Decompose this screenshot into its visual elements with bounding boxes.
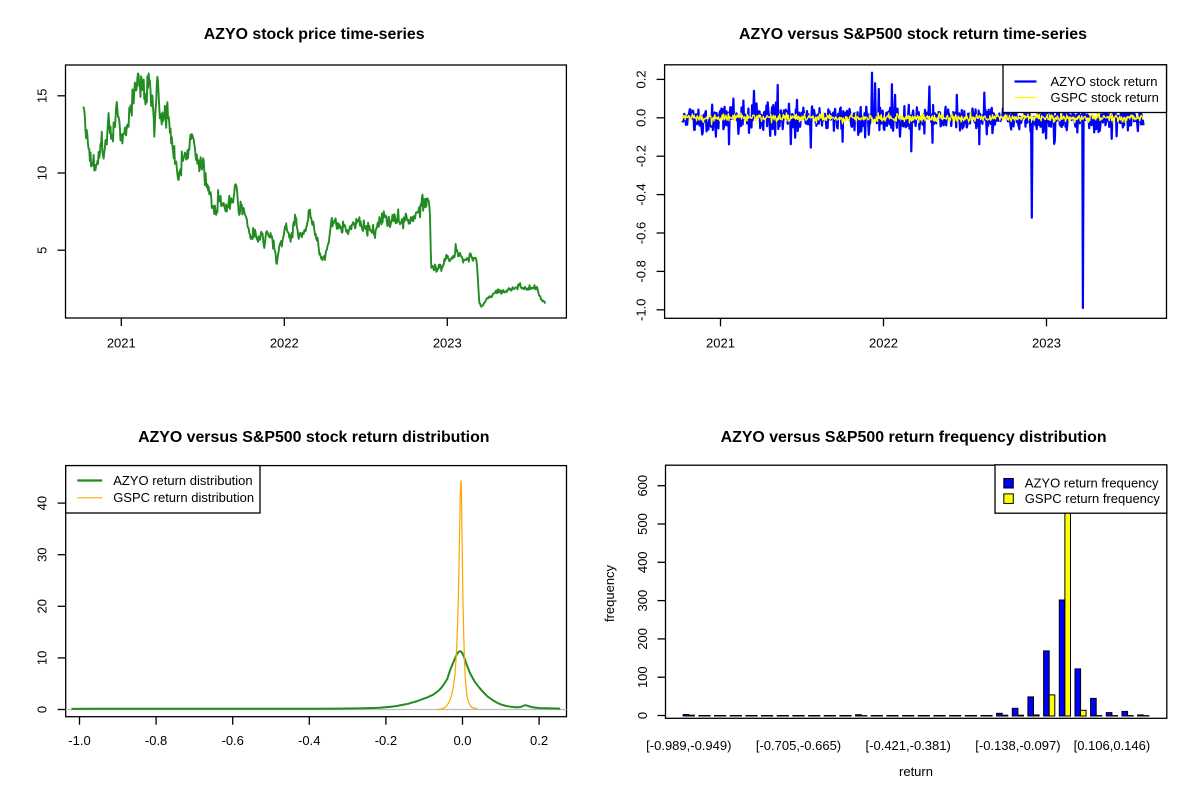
- svg-text:-0.6: -0.6: [634, 222, 649, 244]
- svg-text:[-0.705,-0.665): [-0.705,-0.665): [756, 738, 841, 753]
- svg-text:5: 5: [35, 247, 50, 254]
- svg-text:10: 10: [35, 651, 50, 665]
- svg-text:[-0.138,-0.097): [-0.138,-0.097): [975, 738, 1060, 753]
- svg-text:30: 30: [35, 547, 50, 561]
- svg-text:AZYO stock price time-series: AZYO stock price time-series: [204, 26, 425, 43]
- svg-text:AZYO versus S&P500 stock retur: AZYO versus S&P500 stock return distribu…: [138, 429, 489, 446]
- svg-text:AZYO versus S&P500 return freq: AZYO versus S&P500 return frequency dist…: [721, 429, 1107, 446]
- svg-text:-0.4: -0.4: [298, 733, 320, 748]
- svg-text:400: 400: [635, 551, 650, 573]
- svg-text:AZYO stock return: AZYO stock return: [1051, 74, 1158, 89]
- svg-text:2021: 2021: [706, 336, 735, 351]
- svg-text:200: 200: [635, 628, 650, 650]
- svg-text:AZYO return frequency: AZYO return frequency: [1025, 476, 1159, 491]
- svg-text:-0.4: -0.4: [634, 183, 649, 205]
- svg-text:-0.8: -0.8: [145, 733, 167, 748]
- svg-text:GSPC return frequency: GSPC return frequency: [1025, 491, 1161, 506]
- svg-text:0: 0: [635, 712, 650, 719]
- svg-text:return: return: [899, 764, 933, 779]
- svg-text:frequency: frequency: [602, 564, 617, 622]
- svg-text:-0.2: -0.2: [634, 145, 649, 167]
- svg-text:2022: 2022: [869, 336, 898, 351]
- svg-text:AZYO versus S&P500 stock retur: AZYO versus S&P500 stock return time-ser…: [739, 26, 1087, 43]
- svg-text:10: 10: [35, 166, 50, 180]
- svg-text:0.0: 0.0: [634, 109, 649, 127]
- svg-text:-0.2: -0.2: [375, 733, 397, 748]
- svg-text:15: 15: [35, 89, 50, 103]
- svg-text:GSPC return distribution: GSPC return distribution: [113, 490, 254, 505]
- svg-text:300: 300: [635, 590, 650, 612]
- svg-text:2021: 2021: [107, 336, 136, 351]
- svg-text:-0.8: -0.8: [634, 260, 649, 282]
- svg-text:2023: 2023: [433, 336, 462, 351]
- svg-text:500: 500: [635, 513, 650, 535]
- svg-text:[-0.421,-0.381): [-0.421,-0.381): [866, 738, 951, 753]
- svg-text:0.0: 0.0: [453, 733, 471, 748]
- svg-text:AZYO return distribution: AZYO return distribution: [113, 473, 252, 488]
- svg-text:100: 100: [635, 666, 650, 688]
- svg-text:[0.106,0.146): [0.106,0.146): [1074, 738, 1151, 753]
- svg-text:-0.6: -0.6: [221, 733, 243, 748]
- svg-text:0.2: 0.2: [634, 70, 649, 88]
- svg-text:-1.0: -1.0: [634, 299, 649, 321]
- svg-text:[-0.989,-0.949): [-0.989,-0.949): [646, 738, 731, 753]
- svg-text:20: 20: [35, 599, 50, 613]
- svg-text:2023: 2023: [1032, 336, 1061, 351]
- svg-text:0: 0: [35, 706, 50, 713]
- svg-text:0.2: 0.2: [530, 733, 548, 748]
- svg-text:GSPC stock return: GSPC stock return: [1051, 90, 1159, 105]
- svg-text:40: 40: [35, 496, 50, 510]
- svg-text:-1.0: -1.0: [68, 733, 90, 748]
- svg-text:2022: 2022: [270, 336, 299, 351]
- svg-text:600: 600: [635, 475, 650, 497]
